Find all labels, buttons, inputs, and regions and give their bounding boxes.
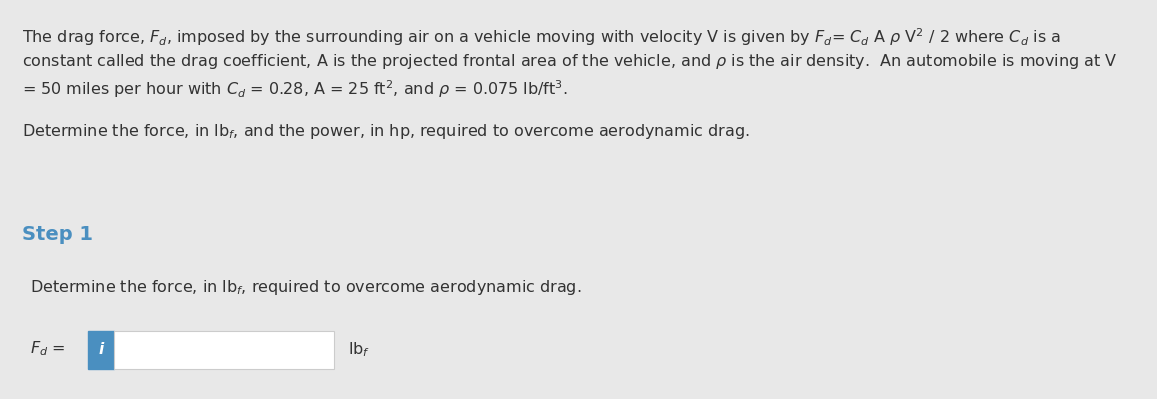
Text: constant called the drag coefficient, A is the projected frontal area of the veh: constant called the drag coefficient, A … [22, 52, 1118, 71]
FancyBboxPatch shape [115, 331, 334, 369]
Text: Determine the force, in lb$_f$, required to overcome aerodynamic drag.: Determine the force, in lb$_f$, required… [30, 278, 582, 297]
Text: $F_d$ =: $F_d$ = [30, 340, 66, 358]
Text: Step 1: Step 1 [22, 225, 93, 243]
Text: Determine the force, in lb$_f$, and the power, in hp, required to overcome aerod: Determine the force, in lb$_f$, and the … [22, 122, 750, 141]
Text: = 50 miles per hour with $C_d$ = 0.28, A = 25 ft$^2$, and $\rho$ = 0.075 lb/ft$^: = 50 miles per hour with $C_d$ = 0.28, A… [22, 78, 568, 100]
Text: i: i [98, 342, 104, 358]
Text: The drag force, $F_d$, imposed by the surrounding air on a vehicle moving with v: The drag force, $F_d$, imposed by the su… [22, 26, 1061, 48]
Text: lb$_f$: lb$_f$ [348, 341, 370, 359]
FancyBboxPatch shape [88, 331, 115, 369]
